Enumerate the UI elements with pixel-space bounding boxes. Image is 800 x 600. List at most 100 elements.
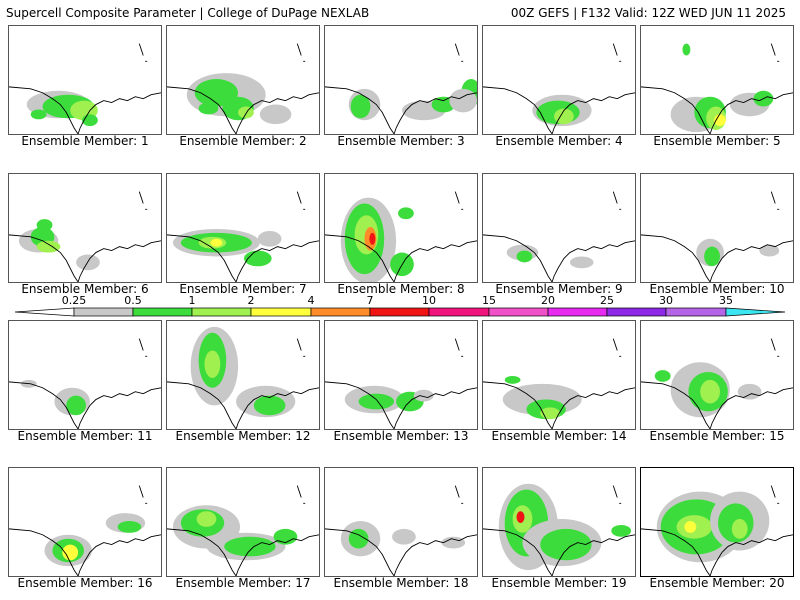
- scp-contour: [441, 536, 466, 549]
- scp-contour: [198, 102, 219, 115]
- ensemble-member-label: Ensemble Member: 12: [175, 429, 311, 443]
- scp-contour: [704, 246, 720, 267]
- scp-map: [167, 43, 319, 134]
- ensemble-member-label: Ensemble Member: 11: [17, 429, 153, 443]
- ensemble-panel-9[interactable]: [482, 173, 636, 283]
- island-outline: [138, 43, 148, 62]
- scp-contour: [350, 94, 371, 119]
- ensemble-panel-3[interactable]: [324, 25, 478, 135]
- scp-contour: [238, 106, 254, 119]
- ensemble-member-label: Ensemble Member: 14: [491, 429, 627, 443]
- scp-map: [167, 191, 319, 282]
- ensemble-panel-6[interactable]: [8, 173, 162, 283]
- ensemble-panel-18[interactable]: [324, 467, 478, 577]
- ensemble-member-label: Ensemble Member: 3: [337, 134, 465, 148]
- colorbar-tick-label: 4: [307, 294, 315, 307]
- ensemble-member-label: Ensemble Member: 20: [649, 576, 785, 590]
- colorbar-tick-label: 15: [482, 294, 496, 307]
- gulf-coastline: [325, 528, 477, 576]
- scp-contour: [516, 511, 525, 523]
- ensemble-member-label: Ensemble Member: 1: [21, 134, 149, 148]
- scp-contour: [413, 389, 434, 402]
- colorbar-swatch: [725, 307, 786, 317]
- ensemble-member-label: Ensemble Member: 13: [333, 429, 469, 443]
- scp-map: [325, 43, 477, 134]
- scp-contour: [714, 114, 726, 127]
- scp-contour: [257, 230, 282, 247]
- colorbar-swatch: [250, 307, 312, 317]
- gulf-coastline: [9, 86, 161, 134]
- scp-contour: [224, 536, 276, 557]
- scp-contour: [36, 219, 53, 231]
- ensemble-member-label: Ensemble Member: 7: [179, 282, 307, 296]
- ensemble-panel-8[interactable]: [324, 173, 478, 283]
- scp-contour: [684, 521, 697, 533]
- scp-map: [483, 191, 635, 282]
- scp-contour: [759, 244, 780, 257]
- colorbar-swatch: [428, 307, 490, 317]
- scp-map: [9, 485, 161, 576]
- scp-map: [167, 485, 319, 576]
- island-outline: [770, 43, 780, 62]
- scp-map: [167, 326, 319, 429]
- ensemble-panel-13[interactable]: [324, 320, 478, 430]
- ensemble-panel-14[interactable]: [482, 320, 636, 430]
- gulf-coastline: [641, 381, 793, 429]
- colorbar-swatch: [606, 307, 667, 317]
- ensemble-panel-19[interactable]: [482, 467, 636, 577]
- island-outline: [770, 485, 780, 504]
- gulf-coastline: [641, 234, 793, 282]
- colorbar-swatch: [665, 307, 727, 317]
- scp-contour: [259, 104, 292, 125]
- scp-contour: [654, 370, 671, 382]
- ensemble-panel-4[interactable]: [482, 25, 636, 135]
- scp-contour: [348, 528, 369, 549]
- ensemble-panel-5[interactable]: [640, 25, 794, 135]
- ensemble-panel-1[interactable]: [8, 25, 162, 135]
- colorbar-swatch: [73, 307, 134, 317]
- scp-contour: [504, 375, 521, 384]
- scp-contour: [194, 79, 239, 107]
- island-outline: [770, 338, 780, 357]
- scp-contour: [611, 524, 632, 537]
- ensemble-member-label: Ensemble Member: 4: [495, 134, 623, 148]
- colorbar-legend: 0.25 0.5 1 2 4 7 10 15 20 25 30 35: [0, 294, 800, 320]
- ensemble-panel-11[interactable]: [8, 320, 162, 430]
- scp-map: [9, 43, 161, 134]
- island-outline: [612, 191, 622, 210]
- colorbar-tick-label: 1: [188, 294, 196, 307]
- island-outline: [612, 43, 622, 62]
- gulf-coastline: [9, 528, 161, 576]
- colorbar-tick-label: 10: [422, 294, 436, 307]
- island-outline: [138, 191, 148, 210]
- scp-contour: [210, 238, 223, 247]
- scp-map: [483, 483, 635, 576]
- gulf-coastline: [167, 528, 319, 576]
- island-outline: [454, 43, 464, 62]
- scp-contour: [30, 109, 47, 120]
- scp-map: [9, 191, 161, 282]
- colorbar-tick-label: 2: [247, 294, 255, 307]
- scp-contour: [449, 88, 477, 113]
- ensemble-panel-10[interactable]: [640, 173, 794, 283]
- colorbar-swatch: [191, 307, 252, 317]
- gulf-coastline: [167, 381, 319, 429]
- gulf-coastline: [325, 381, 477, 429]
- ensemble-panel-2[interactable]: [166, 25, 320, 135]
- scp-contour: [682, 43, 691, 56]
- ensemble-panel-20[interactable]: [640, 467, 794, 577]
- ensemble-panel-16[interactable]: [8, 467, 162, 577]
- colorbar-swatch: [132, 307, 193, 317]
- scp-contour: [700, 379, 720, 404]
- ensemble-panel-7[interactable]: [166, 173, 320, 283]
- gulf-coastline: [325, 234, 477, 282]
- colorbar-tick-label: 30: [659, 294, 673, 307]
- ensemble-member-label: Ensemble Member: 8: [337, 282, 465, 296]
- ensemble-member-label: Ensemble Member: 5: [653, 134, 781, 148]
- ensemble-panel-15[interactable]: [640, 320, 794, 430]
- scp-contour: [36, 240, 61, 253]
- colorbar-graphic: [14, 307, 786, 317]
- ensemble-panel-17[interactable]: [166, 467, 320, 577]
- scp-contour: [369, 232, 376, 245]
- ensemble-panel-12[interactable]: [166, 320, 320, 430]
